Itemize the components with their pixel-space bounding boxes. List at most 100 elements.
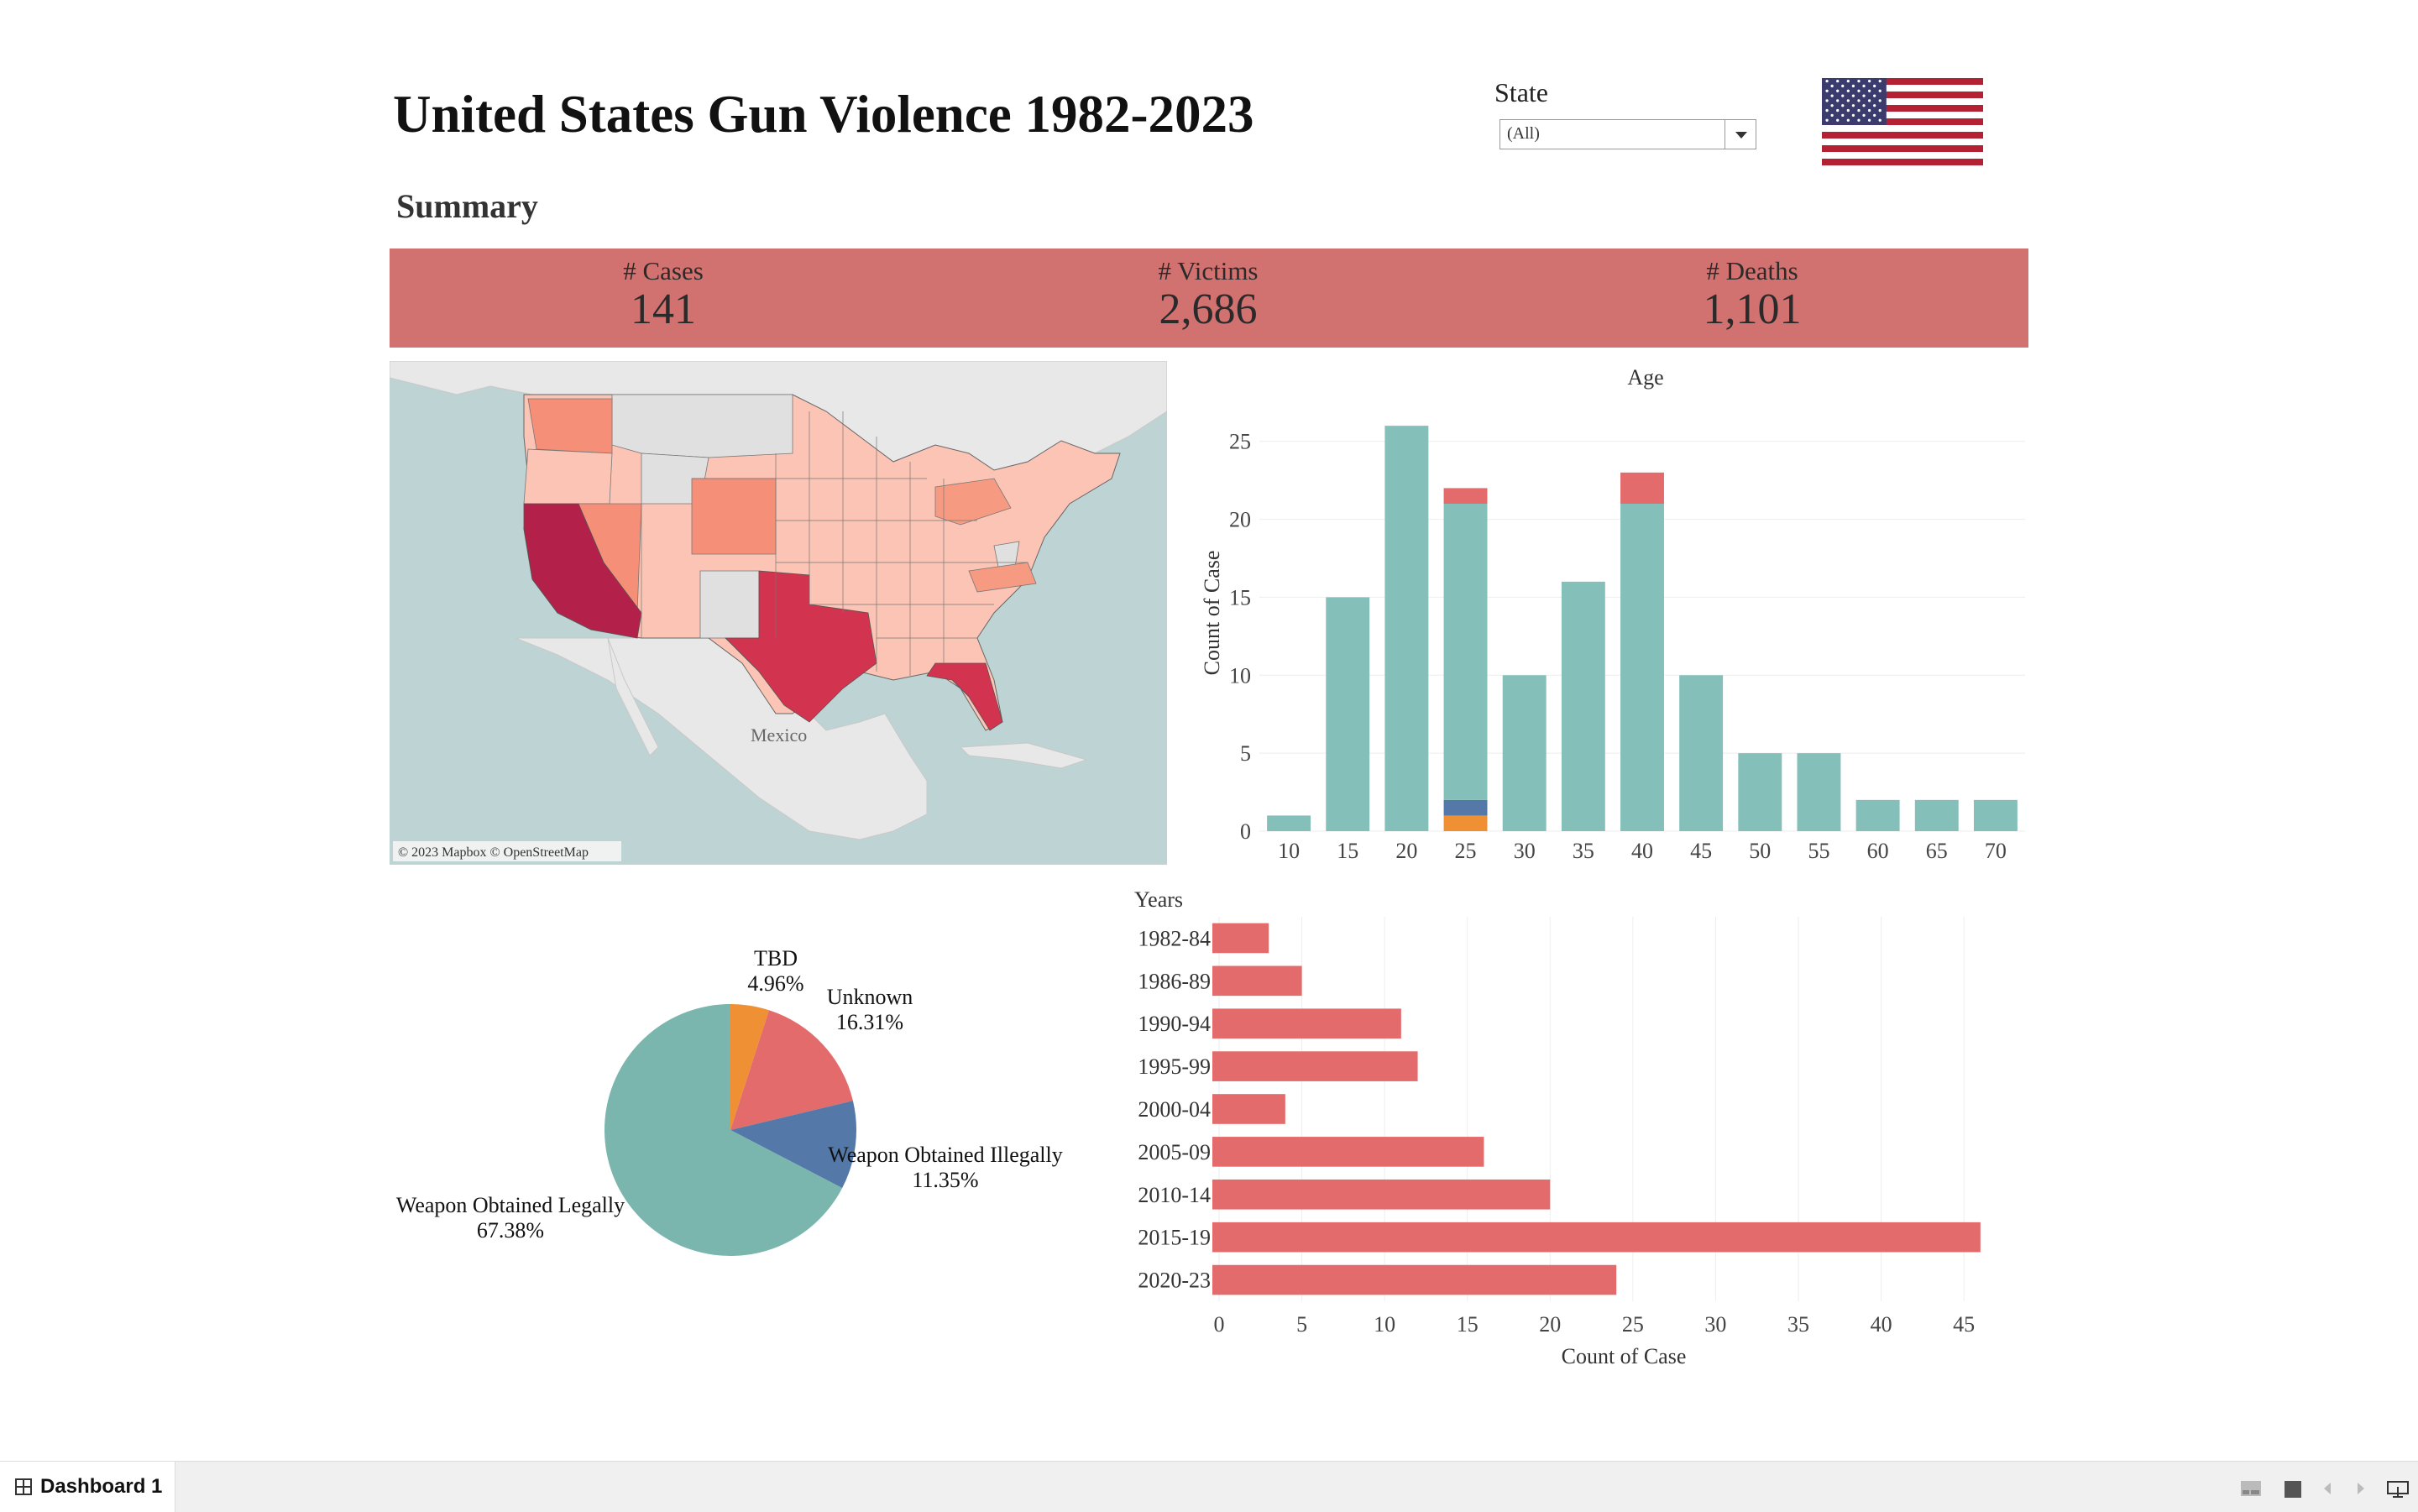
years-x-ticks: 0 5 10 15 20 25 30 35 40 45 <box>1214 1312 1976 1337</box>
pie-slice-2[interactable] <box>730 1101 856 1189</box>
kpi-victims-label: # Victims <box>1158 256 1259 285</box>
age-bar-unknown[interactable] <box>1620 472 1664 504</box>
map-state-colorado[interactable] <box>691 478 777 555</box>
flag-star <box>1846 118 1850 122</box>
flag-star <box>1857 108 1861 112</box>
years-bar[interactable] <box>1212 1137 1484 1167</box>
age-bar-legal[interactable] <box>1267 815 1311 831</box>
flag-star <box>1825 118 1829 122</box>
years-x-tick: 40 <box>1871 1312 1892 1337</box>
age-bar-unknown[interactable] <box>1443 488 1488 504</box>
flag-star <box>1825 89 1829 92</box>
age-bar-legal[interactable] <box>1797 753 1841 831</box>
chevron-down-icon[interactable] <box>1725 120 1756 149</box>
flag-stripe <box>1822 159 1983 165</box>
flag-star <box>1836 79 1840 83</box>
years-bar[interactable] <box>1212 1051 1418 1081</box>
age-bar-legal[interactable] <box>1384 426 1429 831</box>
map-state-new-mexico[interactable] <box>699 570 760 639</box>
pie-slice-percent: 4.96% <box>747 971 803 996</box>
years-bar[interactable] <box>1212 965 1302 997</box>
flag-star <box>1846 89 1850 92</box>
years-bar[interactable] <box>1212 1094 1285 1124</box>
pie-slice-0[interactable] <box>730 1004 769 1130</box>
age-y-axis-label: Count of Case <box>1200 551 1224 676</box>
age-bar-legal[interactable] <box>1620 504 1664 831</box>
flag-star <box>1846 99 1850 102</box>
map-state-california[interactable] <box>523 503 642 639</box>
state-filter-value: (All) <box>1507 124 1540 143</box>
flag-star <box>1878 108 1882 112</box>
age-bars <box>1267 426 2018 831</box>
flag-stripe <box>1822 92 1983 98</box>
age-bar-legal[interactable] <box>1973 799 2018 831</box>
flag-star <box>1862 84 1866 88</box>
years-bar[interactable] <box>1212 1179 1551 1210</box>
pie-slice-3[interactable] <box>604 1004 843 1256</box>
flag-star <box>1873 94 1876 97</box>
age-bar-legal[interactable] <box>1443 504 1488 800</box>
kpi-deaths-value: 1,101 <box>1703 285 1802 333</box>
map-state-pennsylvania[interactable] <box>934 478 1012 526</box>
flag-star <box>1873 113 1876 118</box>
dashboard-tab-label: Dashboard 1 <box>40 1475 163 1498</box>
flag-star <box>1878 118 1882 122</box>
age-y-tick: 20 <box>1229 508 1251 532</box>
pie-slice-1[interactable] <box>730 1010 853 1130</box>
flag-star <box>1862 94 1866 97</box>
flag-star <box>1867 118 1871 122</box>
map-state-wv[interactable] <box>993 541 1020 568</box>
age-x-tick: 45 <box>1690 839 1712 863</box>
us-choropleth-map[interactable]: Mexico © 2023 Mapbox © OpenStreetMap <box>390 361 1167 865</box>
age-bar-legal[interactable] <box>1914 799 1959 831</box>
age-bar-legal[interactable] <box>1502 675 1547 831</box>
years-category-label: 1982-84 <box>1138 926 1211 950</box>
map-state-northern-plains[interactable] <box>611 394 793 458</box>
kpi-victims: # Victims 2,686 <box>1040 257 1376 334</box>
age-bar-legal[interactable] <box>1679 675 1724 831</box>
kpi-cases: # Cases 141 <box>495 257 831 334</box>
map-state-virginia[interactable] <box>968 562 1037 593</box>
years-bar[interactable] <box>1212 1222 1981 1253</box>
presentation-view-icon[interactable] <box>2284 1480 2302 1499</box>
flag-star <box>1857 99 1861 102</box>
state-filter-dropdown[interactable]: (All) <box>1499 119 1756 149</box>
age-y-ticks: 0 5 10 15 20 25 <box>1229 430 1251 844</box>
map-state-oregon[interactable] <box>523 448 613 505</box>
share-screen-icon[interactable] <box>2386 1480 2410 1499</box>
map-attribution[interactable]: © 2023 Mapbox © OpenStreetMap <box>398 845 589 860</box>
next-arrow-icon[interactable] <box>2354 1480 2368 1497</box>
age-bar-legal[interactable] <box>1855 799 1900 831</box>
kpi-victims-value: 2,686 <box>1159 285 1258 333</box>
years-category-label: 1986-89 <box>1138 969 1211 993</box>
flag-star <box>1830 84 1834 88</box>
age-bar-tbd[interactable] <box>1443 815 1488 831</box>
map-baja <box>607 637 659 756</box>
age-x-tick: 65 <box>1926 839 1948 863</box>
sheet-view-icon[interactable] <box>2240 1480 2262 1497</box>
age-bar-illegal[interactable] <box>1443 799 1488 816</box>
flag-star <box>1878 89 1882 92</box>
prev-arrow-icon[interactable] <box>2321 1480 2334 1497</box>
age-bar-legal[interactable] <box>1326 597 1370 831</box>
map-state-florida[interactable] <box>926 662 1003 731</box>
map-state-washington[interactable] <box>527 398 613 454</box>
age-x-tick: 55 <box>1808 839 1829 863</box>
flag-star <box>1851 113 1855 118</box>
flag-star <box>1867 108 1871 112</box>
years-bar[interactable] <box>1212 923 1269 954</box>
age-y-tick: 25 <box>1229 430 1251 454</box>
years-x-tick: 5 <box>1296 1312 1307 1337</box>
age-y-tick: 15 <box>1229 585 1251 610</box>
map-attribution-bg <box>393 841 621 861</box>
dashboard-tab[interactable]: Dashboard 1 <box>0 1462 175 1512</box>
years-bar[interactable] <box>1212 1264 1617 1295</box>
years-category-label: 1995-99 <box>1138 1054 1211 1079</box>
years-category-label: 1990-94 <box>1138 1012 1211 1036</box>
age-bar-legal[interactable] <box>1561 581 1605 831</box>
years-bar[interactable] <box>1212 1008 1401 1039</box>
age-x-tick: 30 <box>1514 839 1536 863</box>
kpi-deaths: # Deaths 1,101 <box>1584 257 1920 334</box>
years-bars <box>1212 923 1981 1295</box>
age-bar-legal[interactable] <box>1738 753 1782 831</box>
